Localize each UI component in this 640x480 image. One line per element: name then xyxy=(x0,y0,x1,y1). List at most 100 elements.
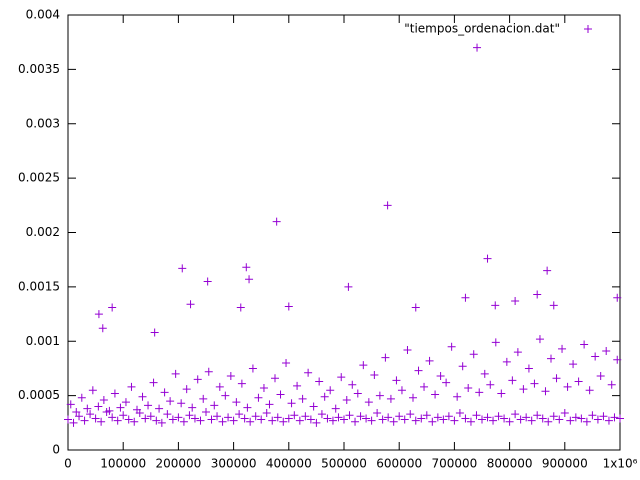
point xyxy=(160,388,169,397)
point xyxy=(163,410,172,419)
point xyxy=(397,386,406,395)
point xyxy=(94,402,103,411)
point xyxy=(444,412,453,421)
point xyxy=(215,382,224,391)
point xyxy=(94,310,103,319)
point xyxy=(88,386,97,395)
point xyxy=(259,384,268,393)
point xyxy=(218,417,227,426)
point xyxy=(91,414,100,423)
point xyxy=(149,378,158,387)
point xyxy=(326,386,335,395)
point xyxy=(171,369,180,378)
point xyxy=(262,409,271,418)
point xyxy=(599,412,608,421)
point xyxy=(99,395,108,404)
point xyxy=(254,393,263,402)
point xyxy=(108,303,117,312)
x-tick-label: 700000 xyxy=(431,457,477,471)
point xyxy=(555,415,564,424)
point xyxy=(157,418,166,427)
point xyxy=(186,300,195,309)
point xyxy=(83,404,92,413)
point xyxy=(442,378,451,387)
point xyxy=(272,217,281,226)
y-tick-label: 0.001 xyxy=(26,334,60,348)
point xyxy=(486,380,495,389)
point xyxy=(585,386,594,395)
point xyxy=(306,415,315,424)
point xyxy=(166,397,175,406)
y-tick-label: 0.0005 xyxy=(18,388,60,402)
point xyxy=(480,369,489,378)
point xyxy=(450,416,459,425)
point xyxy=(293,381,302,390)
y-tick-label: 0 xyxy=(52,443,60,457)
point xyxy=(547,354,555,363)
point xyxy=(417,414,426,423)
point xyxy=(508,376,517,385)
point xyxy=(64,415,72,424)
point xyxy=(345,411,354,420)
point xyxy=(193,375,202,384)
point xyxy=(344,282,353,291)
point xyxy=(558,344,567,353)
point xyxy=(569,360,578,369)
point xyxy=(543,266,552,275)
legend-label: "tiempos_ordenacion.dat" xyxy=(404,22,560,36)
point xyxy=(199,394,208,403)
point xyxy=(284,414,293,423)
point xyxy=(461,293,470,302)
point xyxy=(422,411,431,420)
point xyxy=(273,413,282,422)
point xyxy=(290,411,299,420)
point xyxy=(141,414,150,423)
point xyxy=(331,404,340,413)
point xyxy=(469,350,478,359)
point xyxy=(265,400,274,409)
point xyxy=(295,416,304,425)
point xyxy=(353,389,362,398)
point xyxy=(245,275,254,284)
point xyxy=(279,417,288,426)
point xyxy=(188,403,197,412)
point xyxy=(538,414,547,423)
point xyxy=(511,410,520,419)
x-tick-label: 500000 xyxy=(321,457,367,471)
point xyxy=(571,413,580,422)
point xyxy=(403,345,412,354)
point xyxy=(229,416,238,425)
point xyxy=(607,380,616,389)
point xyxy=(362,414,371,423)
point xyxy=(478,415,486,424)
point xyxy=(152,416,161,425)
y-tick-label: 0.0025 xyxy=(18,171,60,185)
point xyxy=(453,392,462,401)
point xyxy=(483,254,492,263)
point xyxy=(301,412,310,421)
point xyxy=(242,263,251,272)
x-tick-label: 800000 xyxy=(487,457,533,471)
point xyxy=(203,277,212,286)
point xyxy=(563,382,572,391)
point xyxy=(574,377,583,386)
point xyxy=(108,413,117,422)
y-tick-label: 0.002 xyxy=(26,225,60,239)
point xyxy=(150,328,159,337)
point xyxy=(473,43,482,52)
point xyxy=(251,412,260,421)
point xyxy=(315,377,324,386)
point xyxy=(337,373,346,382)
point xyxy=(190,414,199,423)
point xyxy=(519,385,528,394)
point xyxy=(560,409,569,418)
point xyxy=(359,361,368,370)
point xyxy=(257,415,266,424)
point xyxy=(447,342,456,351)
legend-marker xyxy=(584,25,592,33)
point xyxy=(271,374,279,383)
y-tick-label: 0.0035 xyxy=(18,62,60,76)
x-tick-label: 1x10⁶ xyxy=(603,457,638,471)
point xyxy=(604,416,613,425)
